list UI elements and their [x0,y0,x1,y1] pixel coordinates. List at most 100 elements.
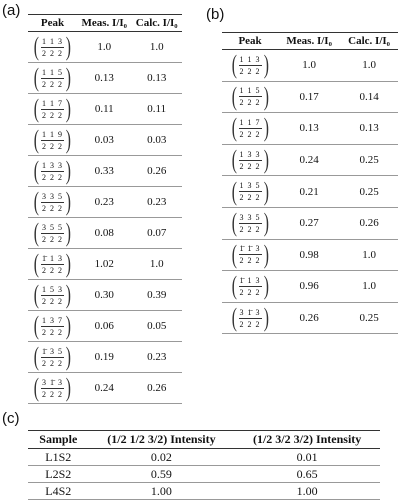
paren: ( [231,50,237,80]
denominator: 2 2 2 [42,234,64,244]
denominator: 2 2 2 [42,327,64,337]
cell: 1.00 [88,482,235,500]
denominator: 2 2 2 [42,110,64,120]
paren: ) [263,81,269,111]
denominator: 2 2 2 [239,98,261,108]
denominator: 2 2 2 [239,287,261,297]
calc-cell: 0.25 [340,144,398,177]
cell: 0.59 [88,465,235,483]
cell: 0.02 [88,448,235,466]
meas-cell: 0.26 [278,302,341,335]
numerator: 1 1 5 [238,86,262,98]
calc-cell: 1.0 [340,239,398,272]
paren: ) [263,145,269,175]
calc-cell: 0.25 [340,175,398,208]
paren: ( [231,113,237,143]
calc-cell: 1.0 [131,248,182,280]
calc-cell: 0.11 [131,93,182,125]
numerator: 1̄ 3 5 [41,346,65,358]
paren: ( [34,32,40,61]
meas-cell: 0.98 [278,239,341,272]
paren: ( [231,303,237,333]
header-cell: Sample [28,430,89,449]
header-row: Peak Meas. I/I₀ Calc. I/I₀ [28,14,182,32]
numerator: 1 3 3 [238,149,262,161]
numerator: 3 1̄ 3 [41,377,65,389]
row: L4S2 1.00 1.00 [28,482,380,500]
paren: ( [34,311,40,340]
paren: ( [34,373,40,402]
numerator: 1 3 5 [238,181,262,193]
denominator: 2 2 2 [42,79,64,89]
header-cell: Peak [28,14,78,32]
paren: ( [231,208,237,238]
meas-cell: 0.24 [278,144,341,177]
calc-cell: 0.13 [340,112,398,145]
paren: ) [65,94,71,123]
denominator: 2 2 2 [239,256,261,266]
paren: ) [263,271,269,301]
paren: ( [34,342,40,371]
paren: ) [65,218,71,247]
header-cell: (1/2 3/2 3/2) Intensity [234,430,380,449]
calc-cell: 0.03 [131,124,182,156]
calc-cell: 0.26 [340,207,398,240]
denominator: 2 2 2 [42,296,64,306]
paren: ( [231,239,237,269]
numerator: 1 1 9 [41,129,65,141]
paren: ( [34,94,40,123]
calc-cell: 0.26 [131,155,182,187]
meas-cell: 0.03 [77,124,132,156]
denominator: 2 2 2 [239,66,261,76]
paren: ( [231,176,237,206]
paren: ) [65,32,71,61]
header-row: Sample (1/2 1/2 3/2) Intensity (1/2 3/2 3/… [28,430,380,449]
numerator: 3 3 5 [238,212,262,224]
calc-cell: 1.0 [131,31,182,63]
denominator: 2 2 2 [239,224,261,234]
numerator: 3 3 5 [41,191,65,203]
panel-label: (b) [206,6,225,23]
paren: ) [263,50,269,80]
panel-label: (a) [2,2,21,19]
calc-cell: 1.0 [340,49,398,82]
denominator: 2 2 2 [239,129,261,139]
numerator: 1 1 5 [41,67,65,79]
paren: ( [34,125,40,154]
panel-label: (c) [2,410,20,427]
meas-cell: 0.24 [77,372,132,404]
denominator: 2 2 2 [42,389,64,399]
calc-cell: 0.14 [340,81,398,114]
